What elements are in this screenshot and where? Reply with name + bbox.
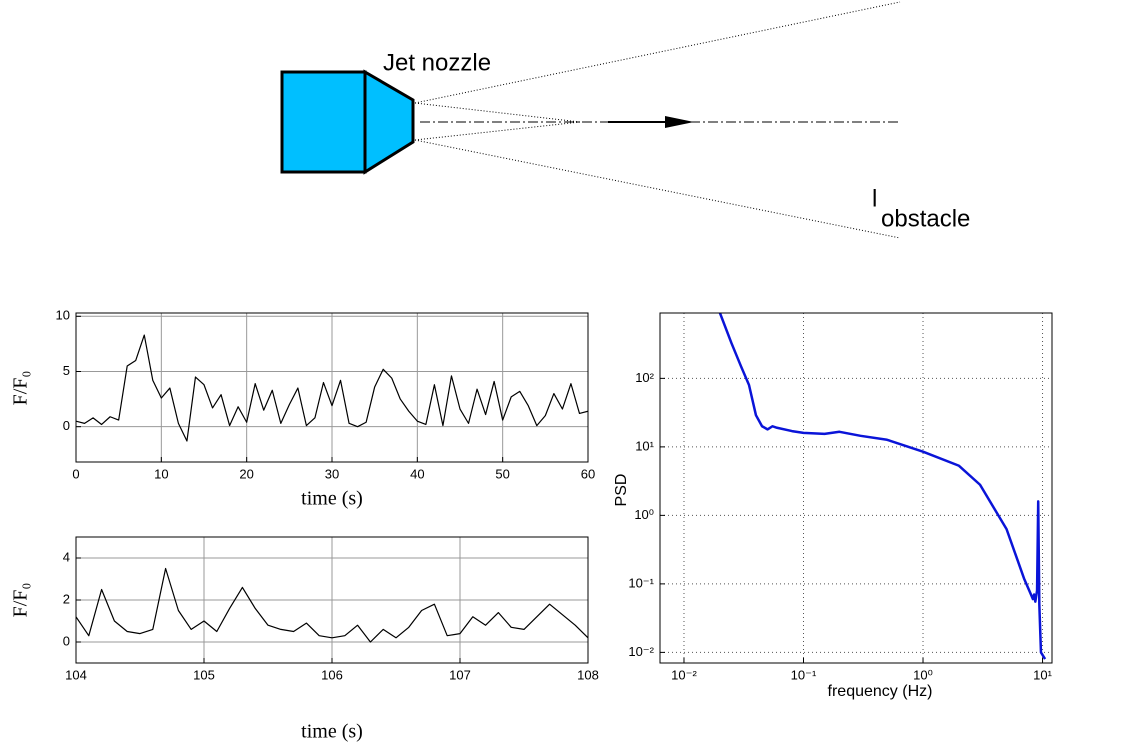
x-tick-label: 0 <box>72 466 79 481</box>
x-tick-label: 40 <box>410 466 424 481</box>
y-tick-label: 10 <box>56 308 70 323</box>
jet-edge <box>414 139 901 239</box>
y-tick-label: 5 <box>63 363 70 378</box>
data-line <box>718 313 1047 660</box>
y-axis-label: PSD <box>613 474 630 507</box>
x-tick-label: 50 <box>495 466 509 481</box>
chart: 104 105 106 107 108 0 2 4 time (s) F/F₀ <box>10 536 599 743</box>
nozzle-tip <box>363 69 415 175</box>
x-tick-label: 106 <box>321 667 343 682</box>
nozzle-label: Jet nozzle <box>383 49 491 76</box>
x-tick-label: 10 <box>154 466 168 481</box>
plot-frame <box>75 312 589 463</box>
x-axis-label: time (s) <box>301 488 363 510</box>
x-tick-label: 30 <box>325 466 339 481</box>
data-line <box>76 334 588 442</box>
y-tick-label: 10¹ <box>635 438 654 453</box>
x-tick-label: 10⁻² <box>671 667 697 682</box>
x-axis-label: time (s) <box>301 721 363 743</box>
chart: 0 10 20 30 40 50 60 0 5 10 time (s) F/F₀ <box>10 308 596 510</box>
y-tick-label: 10⁻¹ <box>628 575 654 590</box>
data-line <box>76 567 588 643</box>
jet-diagram: Jet nozzle l obstacle <box>280 1 970 239</box>
jet-arrowhead <box>665 116 694 128</box>
nozzle-body <box>280 70 367 174</box>
x-tick-label: 107 <box>449 667 471 682</box>
y-tick-label: 0 <box>63 418 70 433</box>
x-tick-label: 60 <box>581 466 595 481</box>
x-tick-label: 105 <box>193 667 215 682</box>
y-tick-label: 10⁻² <box>628 644 654 659</box>
y-axis-label: F/F₀ <box>10 583 32 618</box>
x-tick-label: 108 <box>577 667 599 682</box>
obstacle-label: l <box>872 185 877 212</box>
y-tick-label: 10² <box>635 370 654 385</box>
x-tick-label: 104 <box>65 667 87 682</box>
plot-area <box>660 313 1052 663</box>
x-tick-label: 10¹ <box>1033 667 1052 682</box>
plot-frame <box>659 312 1053 664</box>
y-tick-label: 10⁰ <box>634 507 654 522</box>
y-tick-label: 2 <box>63 591 70 606</box>
obstacle-subscript: obstacle <box>881 205 970 232</box>
plot-frame <box>75 536 589 664</box>
y-tick-label: 0 <box>63 633 70 648</box>
jet-edge <box>414 102 581 123</box>
x-tick-label: 20 <box>239 466 253 481</box>
jet-edge <box>414 121 581 141</box>
x-axis-label: frequency (Hz) <box>828 683 933 700</box>
chart: 10⁻² 10⁻¹ 10⁰ 10¹ 10⁻² 10⁻¹ 10⁰ 10¹ 10² frequency… <box>613 312 1053 700</box>
y-tick-label: 4 <box>63 549 70 564</box>
y-axis-label: F/F₀ <box>10 371 32 406</box>
x-tick-label: 10⁰ <box>913 667 933 682</box>
x-tick-label: 10⁻¹ <box>791 667 817 682</box>
